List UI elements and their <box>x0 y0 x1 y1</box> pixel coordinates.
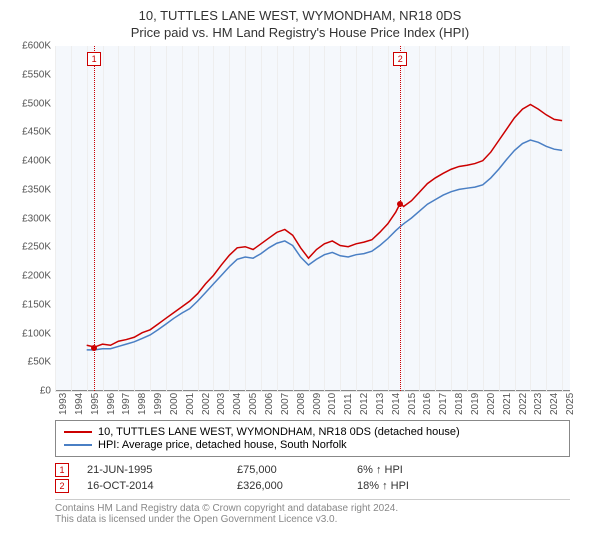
y-tick-label: £100K <box>22 328 51 339</box>
x-tick-label: 2001 <box>185 393 196 415</box>
legend-swatch <box>64 444 92 446</box>
y-tick-label: £200K <box>22 271 51 282</box>
sale-date: 21-JUN-1995 <box>87 464 237 476</box>
sale-marker-box: 2 <box>55 479 69 493</box>
legend-label: 10, TUTTLES LANE WEST, WYMONDHAM, NR18 0… <box>98 426 460 438</box>
title-block: 10, TUTTLES LANE WEST, WYMONDHAM, NR18 0… <box>10 8 590 40</box>
series-lines <box>55 46 570 390</box>
x-tick-label: 2002 <box>201 393 212 415</box>
x-tick-label: 1994 <box>74 393 85 415</box>
x-tick-label: 1993 <box>58 393 69 415</box>
y-tick-label: £400K <box>22 156 51 167</box>
sales-table: 1 21-JUN-1995 £75,000 6% HPI 2 16-OCT-20… <box>55 463 570 493</box>
x-tick-label: 2018 <box>454 393 465 415</box>
sale-date: 16-OCT-2014 <box>87 480 237 492</box>
x-tick-label: 2013 <box>375 393 386 415</box>
y-tick-label: £50K <box>28 357 51 368</box>
y-axis: £0£50K£100K£150K£200K£250K£300K£350K£400… <box>10 46 55 391</box>
plot-region: 12 <box>55 46 570 391</box>
arrow-up-icon <box>373 464 382 476</box>
x-tick-label: 2012 <box>359 393 370 415</box>
footer-line: This data is licensed under the Open Gov… <box>55 514 570 525</box>
y-tick-label: £0 <box>40 386 51 397</box>
x-tick-label: 2025 <box>565 393 576 415</box>
x-tick-label: 2020 <box>486 393 497 415</box>
chart-area: £0 £50K £100K £150K £200K £250K £300K £350K £400… <box>10 46 570 416</box>
x-tick-label: 2007 <box>280 393 291 415</box>
x-tick-label: 1996 <box>106 393 117 415</box>
table-row: 1 21-JUN-1995 £75,000 6% HPI <box>55 463 570 477</box>
legend: 10, TUTTLES LANE WEST, WYMONDHAM, NR18 0… <box>55 420 570 457</box>
x-tick-label: 2023 <box>533 393 544 415</box>
x-tick-label: 2009 <box>312 393 323 415</box>
x-tick-label: 2011 <box>343 393 354 415</box>
x-tick-label: 2014 <box>391 393 402 415</box>
series-line-price_paid <box>87 105 562 347</box>
series-line-hpi <box>87 140 562 350</box>
arrow-up-icon <box>379 480 388 492</box>
x-tick-label: 2019 <box>470 393 481 415</box>
y-tick-label: £300K <box>22 213 51 224</box>
x-tick-label: 2017 <box>438 393 449 415</box>
marker-box: 1 <box>87 52 101 66</box>
x-tick-label: 2000 <box>169 393 180 415</box>
x-tick-label: 2008 <box>296 393 307 415</box>
title-sub: Price paid vs. HM Land Registry's House … <box>10 25 590 40</box>
title-main: 10, TUTTLES LANE WEST, WYMONDHAM, NR18 0… <box>10 8 590 23</box>
legend-swatch <box>64 431 92 433</box>
marker-dot <box>91 345 97 351</box>
x-tick-label: 2004 <box>232 393 243 415</box>
x-tick-label: 2024 <box>549 393 560 415</box>
x-tick-label: 2005 <box>248 393 259 415</box>
marker-box: 2 <box>393 52 407 66</box>
x-tick-label: 2021 <box>502 393 513 415</box>
y-tick-label: £550K <box>22 69 51 80</box>
x-tick-label: 1999 <box>153 393 164 415</box>
x-tick-label: 2003 <box>216 393 227 415</box>
marker-dot <box>397 201 403 207</box>
footer-line: Contains HM Land Registry data © Crown c… <box>55 503 570 514</box>
sale-hpi-delta: 6% HPI <box>357 464 403 476</box>
sale-marker-box: 1 <box>55 463 69 477</box>
legend-item: HPI: Average price, detached house, Sout… <box>64 439 561 451</box>
x-tick-label: 1995 <box>90 393 101 415</box>
y-tick-label: £250K <box>22 242 51 253</box>
y-tick-label: £600K <box>22 41 51 52</box>
y-tick-label: £450K <box>22 127 51 138</box>
footer: Contains HM Land Registry data © Crown c… <box>55 499 570 525</box>
table-row: 2 16-OCT-2014 £326,000 18% HPI <box>55 479 570 493</box>
chart-container: 10, TUTTLES LANE WEST, WYMONDHAM, NR18 0… <box>0 0 600 560</box>
sale-hpi-delta: 18% HPI <box>357 480 409 492</box>
x-tick-label: 1997 <box>121 393 132 415</box>
y-tick-label: £500K <box>22 98 51 109</box>
sale-price: £75,000 <box>237 464 357 476</box>
legend-label: HPI: Average price, detached house, Sout… <box>98 439 347 451</box>
x-tick-label: 2010 <box>327 393 338 415</box>
legend-item: 10, TUTTLES LANE WEST, WYMONDHAM, NR18 0… <box>64 426 561 438</box>
y-tick-label: £350K <box>22 184 51 195</box>
x-tick-label: 2015 <box>407 393 418 415</box>
x-tick-label: 2016 <box>422 393 433 415</box>
x-axis: 1993 1994 1995 1996 1997 1998 1999 2000 2001 2002… <box>55 391 570 416</box>
x-tick-label: 2006 <box>264 393 275 415</box>
y-tick-label: £150K <box>22 299 51 310</box>
x-tick-label: 2022 <box>518 393 529 415</box>
sale-price: £326,000 <box>237 480 357 492</box>
x-tick-label: 1998 <box>137 393 148 415</box>
